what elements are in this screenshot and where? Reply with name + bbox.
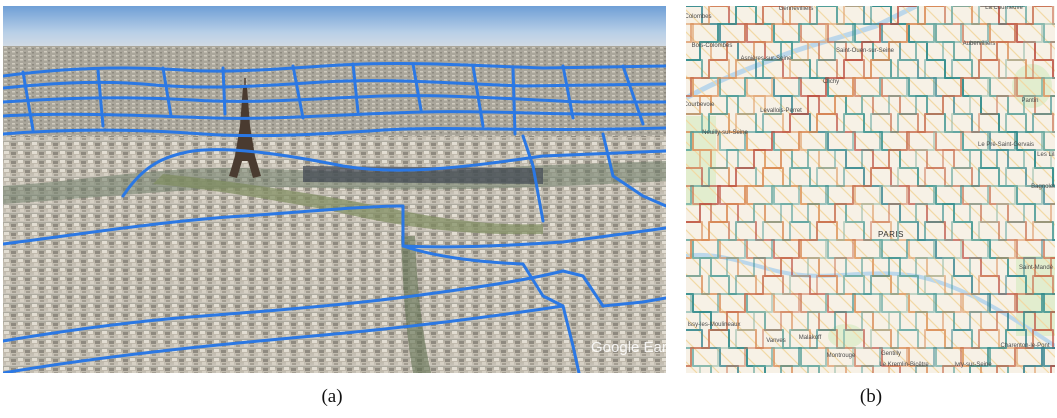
place-label: Ivry-sur-Seine xyxy=(954,362,992,368)
route-line xyxy=(121,148,666,198)
route-segment xyxy=(726,41,1055,373)
place-label: Issy-les-Moulineaux xyxy=(687,322,740,328)
place-label: Colombes xyxy=(686,14,712,20)
place-label: Levallois-Perret xyxy=(760,108,802,114)
route-line xyxy=(3,126,666,138)
place-label: PARIS xyxy=(878,230,904,239)
route-segment xyxy=(980,6,1055,79)
place-label: Montrouge xyxy=(827,353,856,359)
place-label: Le Pré-Saint-Gervais xyxy=(978,142,1034,148)
route-segment xyxy=(807,131,1055,373)
place-label: Saint-Ouen-sur-Seine xyxy=(836,48,895,54)
route-segment xyxy=(953,6,1055,97)
route-line xyxy=(3,79,666,90)
route-segment xyxy=(686,6,917,223)
route-segment xyxy=(686,293,766,373)
route-segment xyxy=(872,6,1055,187)
route-segment xyxy=(686,6,863,169)
place-labels: Colombes Gennevilliers La Courneuve Bois-Co… xyxy=(686,6,1055,368)
route-segment xyxy=(996,311,1055,373)
route-segment xyxy=(686,6,944,259)
place-label: Malakoff xyxy=(799,335,822,341)
route-map: Colombes Gennevilliers La Courneuve Bois-Co… xyxy=(686,6,1055,373)
route-line xyxy=(96,68,105,128)
place-label: Aubervilliers xyxy=(963,41,996,47)
route-segment xyxy=(1007,6,1055,43)
route-line xyxy=(401,244,581,373)
route-segment xyxy=(686,6,971,277)
aerial-view-panel: Google Earth xyxy=(3,6,666,373)
route-segment xyxy=(942,257,1055,373)
route-line xyxy=(351,62,360,114)
route-segment xyxy=(686,6,1052,367)
route-lines xyxy=(3,61,666,373)
place-label: Vanves xyxy=(766,338,786,344)
route-segment xyxy=(686,6,998,313)
place-label: Clichy xyxy=(823,79,839,85)
route-map-panel: Colombes Gennevilliers La Courneuve Bois-Co… xyxy=(686,6,1055,373)
route-line xyxy=(471,64,485,128)
route-line xyxy=(3,269,565,343)
route-line xyxy=(3,94,666,104)
place-label: Bois-Colombes xyxy=(692,43,733,49)
route-segment xyxy=(686,77,982,373)
route-line xyxy=(411,62,423,112)
route-segment xyxy=(686,6,728,43)
place-label: Asnières-sur-Seine xyxy=(740,56,792,62)
route-line xyxy=(221,66,227,116)
route-segment xyxy=(686,6,890,205)
caption-b: (b) xyxy=(859,386,883,407)
route-segment xyxy=(686,6,1025,331)
route-segment xyxy=(686,221,847,373)
place-label: Le Kremlin-Bicêtre xyxy=(879,362,929,368)
route-line xyxy=(601,132,666,208)
route-line xyxy=(3,110,666,120)
place-label: Courbevoie xyxy=(686,102,715,108)
route-segment xyxy=(686,6,782,97)
place-label: La Courneuve xyxy=(985,6,1023,11)
caption-a: (a) xyxy=(321,386,343,407)
route-line xyxy=(621,64,645,126)
route-line xyxy=(161,66,173,118)
route-line xyxy=(511,66,517,136)
route-line xyxy=(3,61,666,78)
route-line xyxy=(561,269,666,308)
route-segment xyxy=(899,6,1055,151)
route-segment xyxy=(686,59,1009,373)
place-label: Bagnolet xyxy=(1031,184,1055,190)
place-label: Saint-Mandé xyxy=(1019,265,1054,271)
route-segment xyxy=(686,6,836,151)
route-segment xyxy=(753,77,1055,373)
route-segment xyxy=(888,203,1055,373)
route-segment xyxy=(969,293,1055,373)
route-segment xyxy=(686,6,755,61)
route-line xyxy=(291,64,305,120)
route-line xyxy=(521,134,545,223)
place-label: Pantin xyxy=(1021,98,1038,104)
google-earth-watermark: Google Earth xyxy=(591,339,666,356)
route-line xyxy=(561,64,575,120)
aerial-view-image: Google Earth xyxy=(3,6,666,373)
place-label: Neuilly-sur-Seine xyxy=(702,130,748,136)
route-segment xyxy=(861,185,1055,373)
place-label: Charenton-le-Pont xyxy=(1000,343,1049,349)
route-segment xyxy=(926,6,1055,133)
route-line xyxy=(3,304,565,373)
route-segment xyxy=(834,149,1055,373)
place-label: Gennevilliers xyxy=(779,6,814,12)
place-label: Les Lilas xyxy=(1037,152,1055,158)
route-segment xyxy=(699,23,1055,373)
route-line xyxy=(3,204,666,249)
place-label: Gentilly xyxy=(881,351,901,357)
route-line xyxy=(21,70,35,132)
route-segment xyxy=(780,95,1055,373)
route-segment xyxy=(686,6,809,115)
route-segment xyxy=(915,239,1055,373)
